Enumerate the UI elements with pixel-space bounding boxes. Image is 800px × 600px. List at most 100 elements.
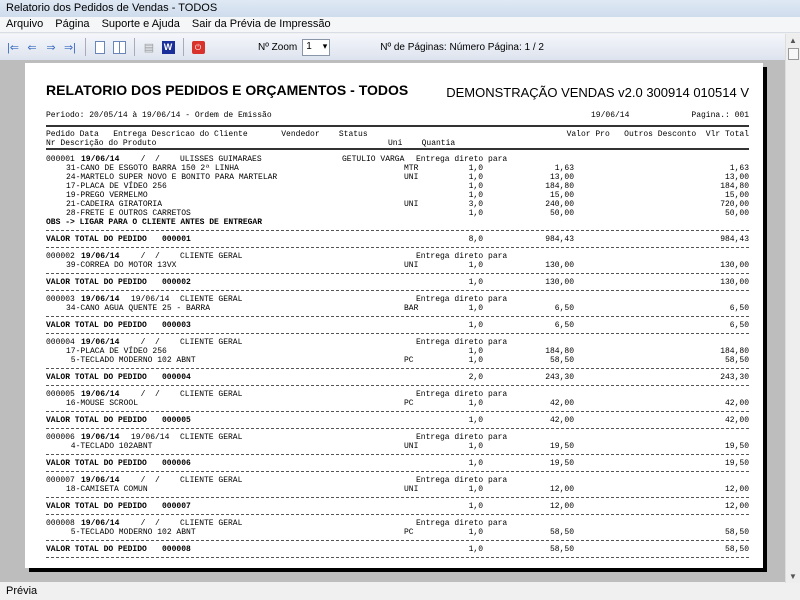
page-count-label: Nº de Páginas: Número Página: 1 / 2 — [380, 41, 544, 53]
last-page-icon[interactable]: ⇒| — [63, 41, 77, 54]
order-header-row: 000004 19/06/14 / / CLIENTE GERAL Entrega … — [46, 338, 749, 347]
delivery-date: / / — [131, 252, 170, 261]
two-pages-icon[interactable] — [110, 38, 128, 56]
menu-pagina[interactable]: Página — [55, 18, 90, 30]
order-number: 000007 — [46, 476, 75, 485]
item-unit: PC — [404, 356, 414, 365]
total-label: VALOR TOTAL DO PEDIDO — [46, 416, 147, 425]
total-value: 58,50 — [724, 545, 749, 554]
total-price: 42,00 — [549, 416, 574, 425]
item-description: 39-CORREA DO MOTOR 13VX — [66, 261, 177, 270]
client-name: CLIENTE GERAL — [180, 295, 243, 304]
word-export-icon[interactable]: W — [159, 38, 177, 56]
item-description: 18-CAMISETA COMUN — [66, 485, 148, 494]
total-quantity: 1,0 — [468, 416, 483, 425]
dashed-divider — [46, 368, 749, 373]
next-page-icon[interactable]: ⇒ — [46, 41, 56, 54]
total-price: 6,50 — [554, 321, 574, 330]
total-value: 19,50 — [724, 459, 749, 468]
item-price: 58,50 — [549, 356, 574, 365]
menu-sair-previa[interactable]: Sair da Prévia de Impressão — [191, 18, 331, 30]
item-price: 130,00 — [545, 261, 574, 270]
order-header-row: 000005 19/06/14 / / CLIENTE GERAL Entrega … — [46, 390, 749, 399]
delivery-date: / / — [131, 338, 170, 347]
total-price: 243,30 — [545, 373, 574, 382]
order-status: Entrega direto para — [416, 476, 508, 485]
single-page-icon[interactable] — [91, 38, 109, 56]
total-quantity: 1,0 — [468, 459, 483, 468]
item-description: 4-TECLADO 102ABNT — [66, 442, 153, 451]
delivery-date: 19/06/14 — [131, 433, 170, 442]
item-row: 16-MOUSE SCROOL PC 1,0 42,00 42,00 — [46, 399, 749, 408]
menu-suporte[interactable]: Suporte e Ajuda — [101, 18, 180, 30]
vertical-scrollbar[interactable]: ▲ ▼ — [785, 34, 800, 583]
dashed-divider — [46, 540, 749, 545]
total-order-number: 000003 — [162, 321, 191, 330]
order-header-row: 000001 19/06/14 / / ULISSES GUIMARAES GETU… — [46, 155, 749, 164]
total-price: 12,00 — [549, 502, 574, 511]
total-quantity: 8,0 — [468, 235, 483, 244]
menu-arquivo[interactable]: Arquivo — [6, 18, 44, 30]
toolbar: |⇐ ⇐ ⇒ ⇒| ▤ W ⏻ Nº Zoom 1 Nº de Páginas:… — [0, 34, 785, 60]
dashed-divider — [46, 514, 749, 519]
zoom-select[interactable]: 1 — [302, 38, 331, 56]
order-total-row: VALOR TOTAL DO PEDIDO 000006 1,0 19,50 19,50 — [46, 459, 749, 468]
divider — [46, 125, 749, 130]
print-icon[interactable]: ▤ — [143, 41, 155, 54]
prev-page-icon[interactable]: ⇐ — [27, 41, 37, 54]
item-description: 21-CADEIRA GIRATORIA — [66, 200, 163, 209]
client-name: CLIENTE GERAL — [180, 519, 243, 528]
order-total-row: VALOR TOTAL DO PEDIDO 000008 1,0 58,50 58,50 — [46, 545, 749, 554]
total-quantity: 1,0 — [468, 321, 483, 330]
delivery-date: / / — [131, 476, 170, 485]
dashed-divider — [46, 411, 749, 416]
total-label: VALOR TOTAL DO PEDIDO — [46, 373, 147, 382]
item-price: 184,80 — [545, 182, 574, 191]
order-total-row: VALOR TOTAL DO PEDIDO 000003 1,0 6,50 6,50 — [46, 321, 749, 330]
item-row: 5-TECLADO MODERNO 102 ABNT PC 1,0 58,50 58,5… — [46, 356, 749, 365]
order-header-row: 000006 19/06/14 19/06/14 CLIENTE GERAL Entre… — [46, 433, 749, 442]
total-order-number: 000005 — [162, 416, 191, 425]
exit-icon[interactable]: ⏻ — [189, 38, 207, 56]
total-value: 12,00 — [724, 502, 749, 511]
total-quantity: 1,0 — [468, 502, 483, 511]
delivery-date: 19/06/14 — [131, 295, 170, 304]
item-unit: UNI — [404, 173, 419, 182]
item-description: 28-FRETE E OUTROS CARRETOS — [66, 209, 191, 218]
dashed-divider — [46, 333, 749, 338]
client-name: ULISSES GUIMARAES — [180, 155, 262, 164]
item-quantity: 1,0 — [468, 304, 483, 313]
item-price: 12,00 — [549, 485, 574, 494]
scroll-up-icon[interactable]: ▲ — [789, 36, 797, 45]
total-value: 130,00 — [720, 278, 749, 287]
item-row: 4-TECLADO 102ABNT UNI 1,0 19,50 19,50 — [46, 442, 749, 451]
dashed-divider — [46, 557, 749, 562]
item-quantity: 1,0 — [468, 528, 483, 537]
order-number: 000001 — [46, 155, 75, 164]
item-total: 50,00 — [724, 209, 749, 218]
item-unit: PC — [404, 399, 414, 408]
header-2: Nr Descrição do Produto — [46, 139, 157, 148]
total-order-number: 000001 — [162, 235, 191, 244]
report-page: RELATORIO DOS PEDIDOS E ORÇAMENTOS - TOD… — [25, 63, 763, 568]
report-body: Periodo: 20/05/14 à 19/06/14 - Ordem de … — [46, 111, 749, 562]
total-quantity: 1,0 — [468, 545, 483, 554]
order-date: 19/06/14 — [81, 433, 120, 442]
separator — [85, 38, 86, 56]
delivery-date: / / — [131, 155, 170, 164]
scroll-thumb[interactable] — [788, 48, 799, 60]
total-quantity: 1,0 — [468, 278, 483, 287]
item-quantity: 1,0 — [468, 399, 483, 408]
separator — [134, 38, 135, 56]
scroll-down-icon[interactable]: ▼ — [789, 572, 797, 581]
item-row: 39-CORREA DO MOTOR 13VX UNI 1,0 130,00 130,0… — [46, 261, 749, 270]
first-page-icon[interactable]: |⇐ — [6, 41, 20, 54]
item-row: 19-PREGO VERMELMO 1,0 15,00 15,00 — [46, 191, 749, 200]
item-description: 24-MARTELO SUPER NOVO E BONITO PARA MART… — [66, 173, 278, 182]
total-quantity: 2,0 — [468, 373, 483, 382]
total-label: VALOR TOTAL DO PEDIDO — [46, 321, 147, 330]
item-unit: UNI — [404, 485, 419, 494]
item-unit: UNI — [404, 200, 419, 209]
order-number: 000003 — [46, 295, 75, 304]
orders-list: 000001 19/06/14 / / ULISSES GUIMARAES GETU… — [46, 155, 749, 562]
